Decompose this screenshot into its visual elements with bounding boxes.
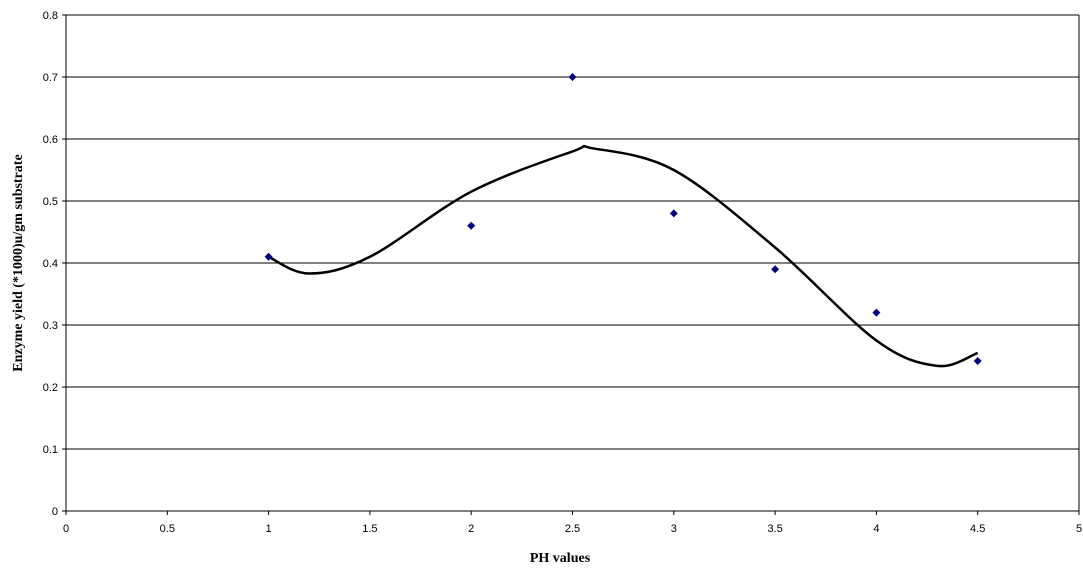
grid-lines bbox=[66, 14, 1079, 512]
x-tick-label: 2.5 bbox=[565, 523, 580, 535]
y-tick-label: 0.6 bbox=[43, 134, 58, 146]
x-tick-label: 3 bbox=[671, 523, 677, 535]
tick-labels: 0 0.1 0.2 0.3 0.4 0.5 0.6 0.7 0.8 0 0.5 1 1.5 2 2.5 3 3.… bbox=[43, 10, 1082, 535]
x-tick-label: 1 bbox=[266, 523, 272, 535]
data-point bbox=[872, 308, 881, 317]
y-axis-title: Enzyme yield (*1000)u/gm substrate bbox=[11, 154, 26, 371]
x-axis-title: PH values bbox=[530, 551, 591, 566]
x-tick-label: 3.5 bbox=[767, 523, 782, 535]
x-tick-label: 1.5 bbox=[362, 523, 377, 535]
data-point bbox=[264, 252, 273, 261]
y-tick-label: 0.3 bbox=[43, 320, 58, 332]
y-tick-label: 0.2 bbox=[43, 382, 58, 394]
x-tick-label: 0 bbox=[63, 523, 69, 535]
polynomial-trendline bbox=[268, 144, 979, 368]
y-tick-label: 0.7 bbox=[43, 72, 58, 84]
x-tick-label: 2 bbox=[468, 523, 474, 535]
y-tick-label: 0.4 bbox=[43, 258, 58, 270]
axes bbox=[62, 14, 1080, 515]
x-tick-label: 0.5 bbox=[160, 523, 175, 535]
y-tick-label: 0.5 bbox=[43, 196, 58, 208]
y-tick-label: 0 bbox=[52, 506, 58, 518]
data-point bbox=[771, 265, 780, 274]
y-tick-label: 0.8 bbox=[43, 10, 58, 22]
data-points bbox=[264, 73, 982, 365]
x-tick-label: 5 bbox=[1076, 523, 1082, 535]
data-point bbox=[467, 221, 476, 230]
x-tick-label: 4.5 bbox=[970, 523, 985, 535]
data-point bbox=[669, 209, 678, 218]
x-tick-label: 4 bbox=[873, 523, 879, 535]
data-point bbox=[568, 73, 577, 81]
data-point bbox=[973, 356, 982, 365]
y-tick-label: 0.1 bbox=[43, 444, 58, 456]
trendline-group bbox=[268, 144, 979, 368]
